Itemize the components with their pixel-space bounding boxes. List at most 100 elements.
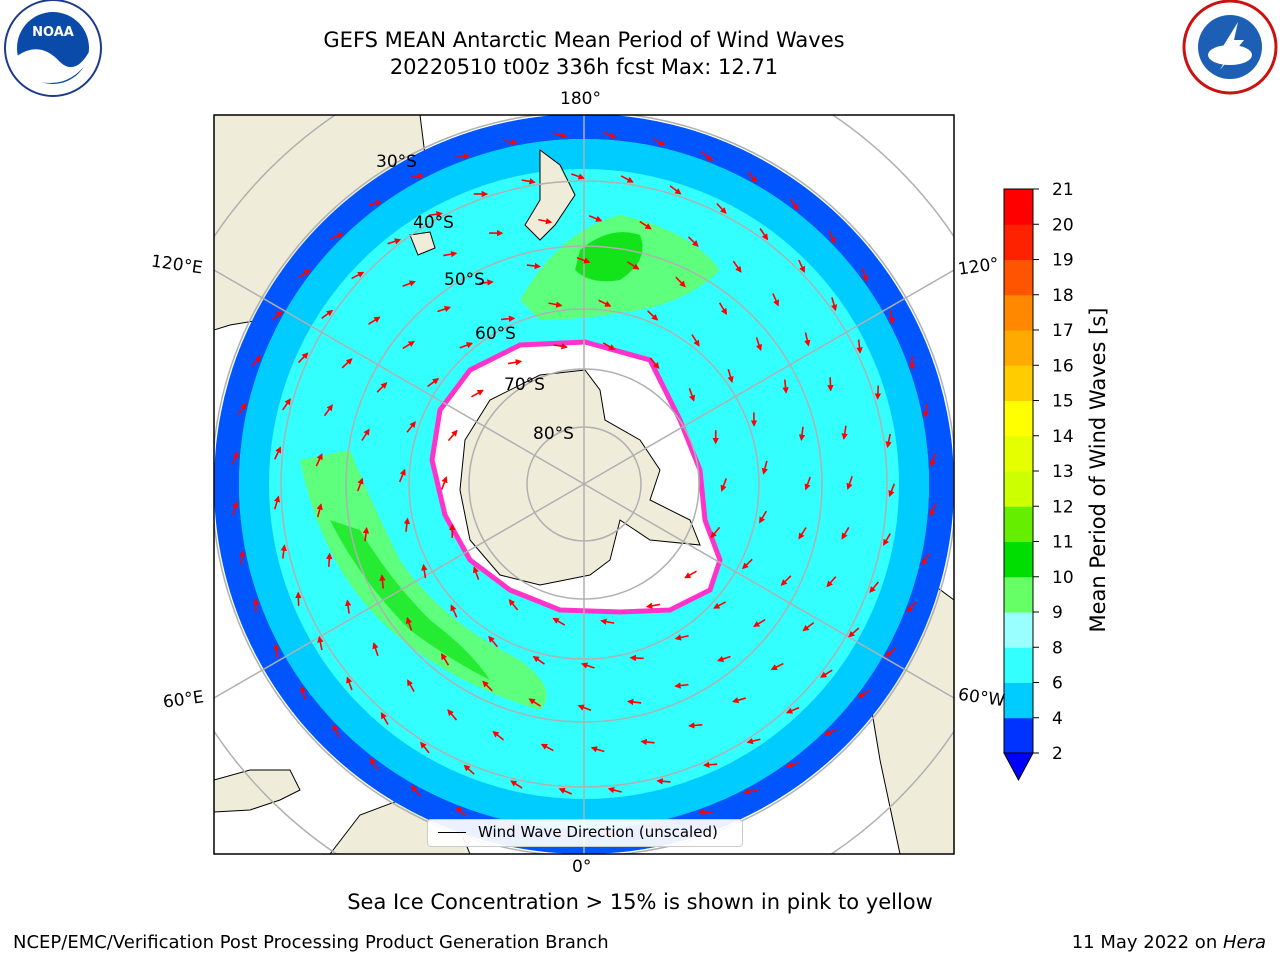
wind-wave-arrow <box>649 357 660 370</box>
map-area <box>214 115 954 854</box>
wind-wave-arrow <box>298 269 311 279</box>
wind-wave-arrow <box>688 388 696 402</box>
colorbar-tick-label: 19 <box>1052 251 1074 271</box>
wind-wave-arrow <box>507 359 523 366</box>
wind-wave-arrow <box>761 460 768 475</box>
wind-wave-arrow <box>521 178 536 185</box>
wind-wave-arrow <box>620 175 634 183</box>
wind-wave-arrow <box>798 527 807 540</box>
colorbar-tick-label: 13 <box>1052 462 1074 482</box>
wind-wave-arrow <box>885 433 892 448</box>
wind-wave-arrow <box>440 653 450 666</box>
wind-wave-arrow <box>420 741 430 754</box>
wind-wave-arrow <box>232 501 239 515</box>
wind-wave-arrow <box>639 220 652 230</box>
wind-wave-arrow <box>826 576 837 588</box>
wind-wave-arrow <box>326 552 333 567</box>
colorbar-tick-label: 8 <box>1052 638 1063 658</box>
wind-wave-arrow <box>627 261 640 270</box>
wind-wave-arrow <box>410 785 421 797</box>
wind-wave-arrow <box>598 299 612 307</box>
wind-wave-arrow <box>929 503 937 517</box>
wind-wave-arrow <box>688 722 703 729</box>
wind-wave-arrow <box>753 618 766 628</box>
colorbar-tick-label: 18 <box>1052 286 1074 306</box>
wind-wave-arrow <box>846 476 853 490</box>
wind-wave-arrow <box>656 778 671 785</box>
wind-wave-arrow <box>580 662 595 669</box>
wind-wave-arrow <box>548 301 563 308</box>
credit-date: 11 May 2022 on Hera <box>1072 932 1266 953</box>
wind-wave-arrow <box>402 280 416 288</box>
wind-wave-arrow <box>626 698 642 706</box>
wind-wave-arrow <box>421 563 428 579</box>
wind-wave-arrow <box>785 706 800 714</box>
wind-wave-arrow <box>716 655 731 663</box>
wind-wave-arrow <box>652 137 666 147</box>
colorbar-segment <box>1004 506 1033 542</box>
wind-wave-arrow <box>471 389 484 398</box>
lat-label-70s: 70°S <box>504 375 545 395</box>
colorbar-tick-label: 2 <box>1052 744 1063 764</box>
wind-wave-arrow <box>558 787 573 795</box>
wind-wave-arrow <box>804 332 811 347</box>
colorbar-tick-label: 15 <box>1052 392 1074 412</box>
wind-wave-arrow <box>856 339 863 354</box>
wind-wave-arrow <box>874 385 882 400</box>
wind-wave-arrow <box>528 698 541 707</box>
colorbar-segment <box>1004 259 1033 296</box>
wind-wave-arrow <box>405 616 413 631</box>
wind-wave-arrow <box>271 310 283 321</box>
wind-wave-arrow <box>492 730 504 741</box>
wind-wave-arrow <box>459 342 474 349</box>
wind-wave-arrow <box>885 647 897 658</box>
wind-wave-arrow <box>447 429 458 442</box>
wind-wave-arrow <box>368 316 381 325</box>
sea-ice-note: Sea Ice Concentration > 15% is shown in … <box>347 890 933 914</box>
wind-wave-arrow <box>317 636 324 651</box>
wind-wave-arrow <box>848 627 860 638</box>
wind-wave-arrow <box>447 709 458 721</box>
wind-wave-arrow <box>607 786 622 794</box>
wind-wave-arrow <box>883 533 891 546</box>
legend-line-swatch <box>438 832 466 833</box>
colorbar-tick-label: 16 <box>1052 356 1074 376</box>
wind-wave-arrow <box>315 453 323 467</box>
wind-wave-arrow <box>732 260 742 273</box>
wind-wave-arrow <box>770 662 784 671</box>
wind-wave-arrow <box>782 379 789 394</box>
wind-wave-arrow <box>713 601 727 609</box>
wind-wave-arrow <box>747 171 758 183</box>
wind-wave-arrow <box>479 279 494 286</box>
colorbar-segment <box>1004 224 1033 260</box>
wind-wave-arrow <box>282 398 291 411</box>
wind-wave-arrow <box>503 138 518 146</box>
lon-label-0: 0° <box>572 857 592 877</box>
wind-wave-arrow <box>674 682 689 689</box>
wind-wave-arrow <box>332 724 340 738</box>
wave-zone-pacific-core <box>575 232 643 282</box>
colorbar-segment <box>1004 365 1033 401</box>
wind-wave-arrow <box>647 310 659 321</box>
wind-wave-arrow <box>376 382 388 393</box>
wind-wave-arrow <box>741 558 753 570</box>
wind-wave-arrow <box>576 257 591 264</box>
wind-wave-arrow <box>759 510 768 524</box>
colorbar-tick-label: 14 <box>1052 427 1074 447</box>
legend-label: Wind Wave Direction (unscaled) <box>478 823 718 841</box>
wind-wave-arrow <box>369 757 379 770</box>
wave-zone-indian-core <box>330 520 490 680</box>
wind-wave-arrow <box>743 788 758 795</box>
wind-wave-arrow <box>588 215 603 222</box>
wind-wave-arrow <box>526 262 542 270</box>
wind-wave-arrow <box>571 173 585 180</box>
lat-label-40s: 40°S <box>413 213 454 233</box>
wind-wave-arrow <box>330 232 344 240</box>
colorbar-tick-label: 21 <box>1052 180 1074 200</box>
wind-wave-arrow <box>553 132 567 139</box>
colorbar-tick-label: 10 <box>1052 568 1074 588</box>
colorbar-tick-label: 9 <box>1052 603 1063 623</box>
colorbar-label: Mean Period of Wind Waves [s] <box>1086 307 1110 633</box>
wind-wave-arrow <box>300 685 307 700</box>
wind-wave-arrow <box>710 526 721 539</box>
